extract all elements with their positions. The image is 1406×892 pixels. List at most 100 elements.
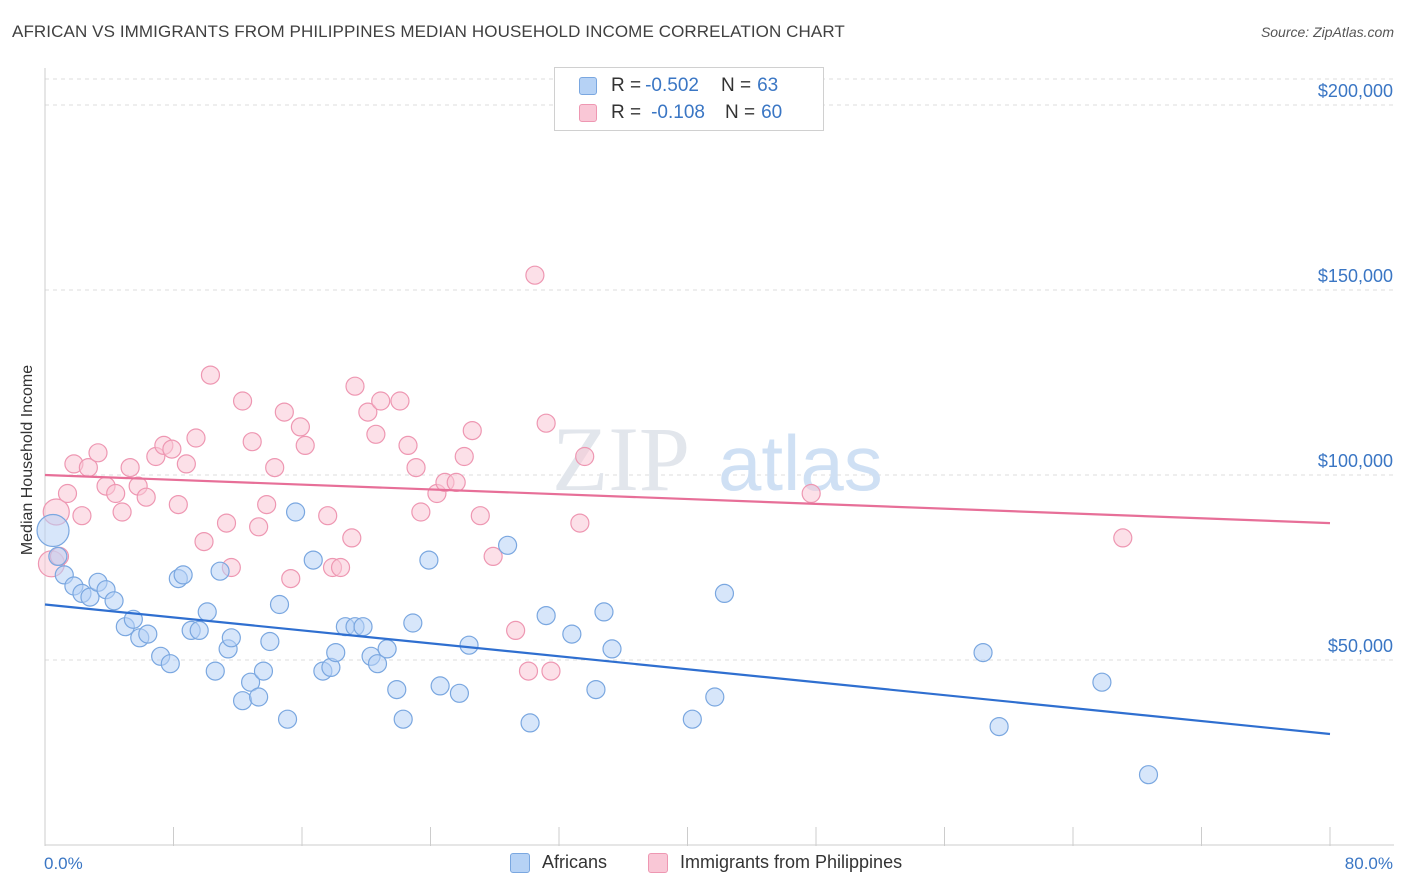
- y-tick-label: $200,000: [1318, 81, 1393, 101]
- philippines-point: [1113, 528, 1133, 548]
- africans-point: [277, 709, 298, 729]
- philippines-point: [318, 506, 338, 526]
- philippines-point: [345, 376, 365, 396]
- africans-legend-swatch: [510, 852, 530, 873]
- africans-point: [253, 661, 274, 681]
- philippines-point: [136, 487, 156, 507]
- africans-point: [498, 535, 518, 555]
- africans-point: [682, 709, 702, 729]
- x-tick-label-max: 80.0%: [1345, 854, 1393, 873]
- africans-point: [285, 502, 306, 522]
- africans-point: [403, 613, 423, 633]
- legend-r-value: -0.502: [645, 75, 699, 96]
- watermark-zip: ZIP: [552, 408, 690, 510]
- data-points: [36, 265, 1159, 785]
- africans-point: [602, 639, 622, 659]
- series-legend: Africans Immigrants from Philippines: [0, 852, 1406, 876]
- philippines-point: [358, 402, 378, 422]
- africans-point: [520, 713, 540, 733]
- africans-point: [367, 654, 388, 674]
- africans-point: [393, 709, 413, 729]
- philippines-point: [342, 528, 362, 548]
- philippines-point: [462, 421, 482, 441]
- philippines-point: [257, 495, 277, 515]
- y-tick-label: $150,000: [1318, 266, 1393, 286]
- legend-n-label: N =: [720, 75, 752, 96]
- africans-trend-line: [44, 603, 1331, 736]
- africans-point: [48, 546, 68, 567]
- africans-point: [387, 679, 407, 700]
- philippines-point: [801, 483, 821, 504]
- legend-row-philippines: R = -0.108 N = 60: [579, 101, 782, 125]
- philippines-point: [112, 502, 132, 522]
- philippines-point: [194, 531, 214, 552]
- africans-point: [586, 679, 606, 700]
- africans-point: [973, 642, 993, 663]
- legend-label-philippines: Immigrants from Philippines: [680, 852, 903, 872]
- philippines-point: [281, 568, 301, 589]
- philippines-point: [454, 446, 474, 467]
- x-tick-label-min: 0.0%: [44, 854, 83, 873]
- africans-point: [232, 691, 253, 711]
- philippines-point: [200, 365, 221, 385]
- africans-point: [303, 550, 323, 570]
- africans-point: [594, 602, 614, 622]
- philippines-point: [290, 417, 310, 437]
- legend-row-africans: R = -0.502 N = 63: [579, 74, 778, 98]
- philippines-point: [168, 495, 188, 515]
- philippines-point: [541, 661, 561, 681]
- africans-point: [449, 683, 470, 703]
- philippines-point: [88, 443, 108, 463]
- legend-r-value: -0.108: [651, 102, 705, 123]
- africans-point: [189, 620, 209, 641]
- legend-n-value: 60: [761, 102, 783, 123]
- philippines-point: [330, 557, 351, 578]
- stats-legend: R = -0.502 N = 63 R = -0.108 N = 60: [554, 67, 824, 131]
- philippines-point: [506, 620, 526, 641]
- philippines-point: [398, 435, 418, 455]
- africans-point: [249, 687, 269, 707]
- africans-point: [459, 635, 479, 655]
- africans-point: [221, 628, 241, 648]
- y-tick-label: $50,000: [1328, 636, 1393, 656]
- legend-item-philippines: Immigrants from Philippines: [648, 852, 902, 873]
- trend-lines: [44, 473, 1331, 736]
- africans-point: [210, 561, 230, 581]
- philippines-point: [518, 661, 539, 681]
- africans-point: [80, 587, 100, 607]
- philippines-swatch: [579, 104, 597, 122]
- africans-point: [197, 602, 217, 622]
- philippines-point: [57, 483, 78, 504]
- philippines-point: [162, 439, 182, 459]
- philippines-point: [446, 472, 466, 492]
- philippines-point: [176, 454, 196, 474]
- watermark-atlas: atlas: [718, 419, 883, 507]
- africans-point: [419, 550, 439, 570]
- philippines-point: [249, 517, 269, 537]
- africans-point: [536, 605, 556, 626]
- philippines-point: [120, 458, 140, 478]
- africans-swatch: [579, 77, 597, 95]
- philippines-point: [483, 546, 503, 567]
- philippines-point: [406, 458, 426, 478]
- legend-r-label: R =: [611, 102, 642, 123]
- axes: [44, 68, 1394, 846]
- philippines-point: [265, 458, 285, 478]
- philippines-point: [366, 424, 386, 444]
- philippines-trend-line: [44, 473, 1331, 525]
- legend-label-africans: Africans: [542, 852, 608, 872]
- africans-point: [260, 631, 280, 652]
- legend-n-value: 63: [757, 75, 779, 96]
- africans-point: [562, 624, 582, 644]
- africans-point: [326, 642, 346, 663]
- philippines-point: [575, 446, 595, 467]
- grid-lines: [45, 78, 1394, 661]
- africans-point: [705, 687, 725, 707]
- africans-point: [269, 594, 290, 615]
- africans-point: [160, 654, 180, 674]
- philippines-point: [274, 402, 294, 422]
- africans-point: [353, 617, 373, 637]
- legend-item-africans: Africans: [510, 852, 607, 873]
- tick-labels: $50,000 $100,000 $150,000 $200,000 0.0% 80.0%: [44, 81, 1393, 873]
- legend-r-label: R =: [611, 75, 642, 96]
